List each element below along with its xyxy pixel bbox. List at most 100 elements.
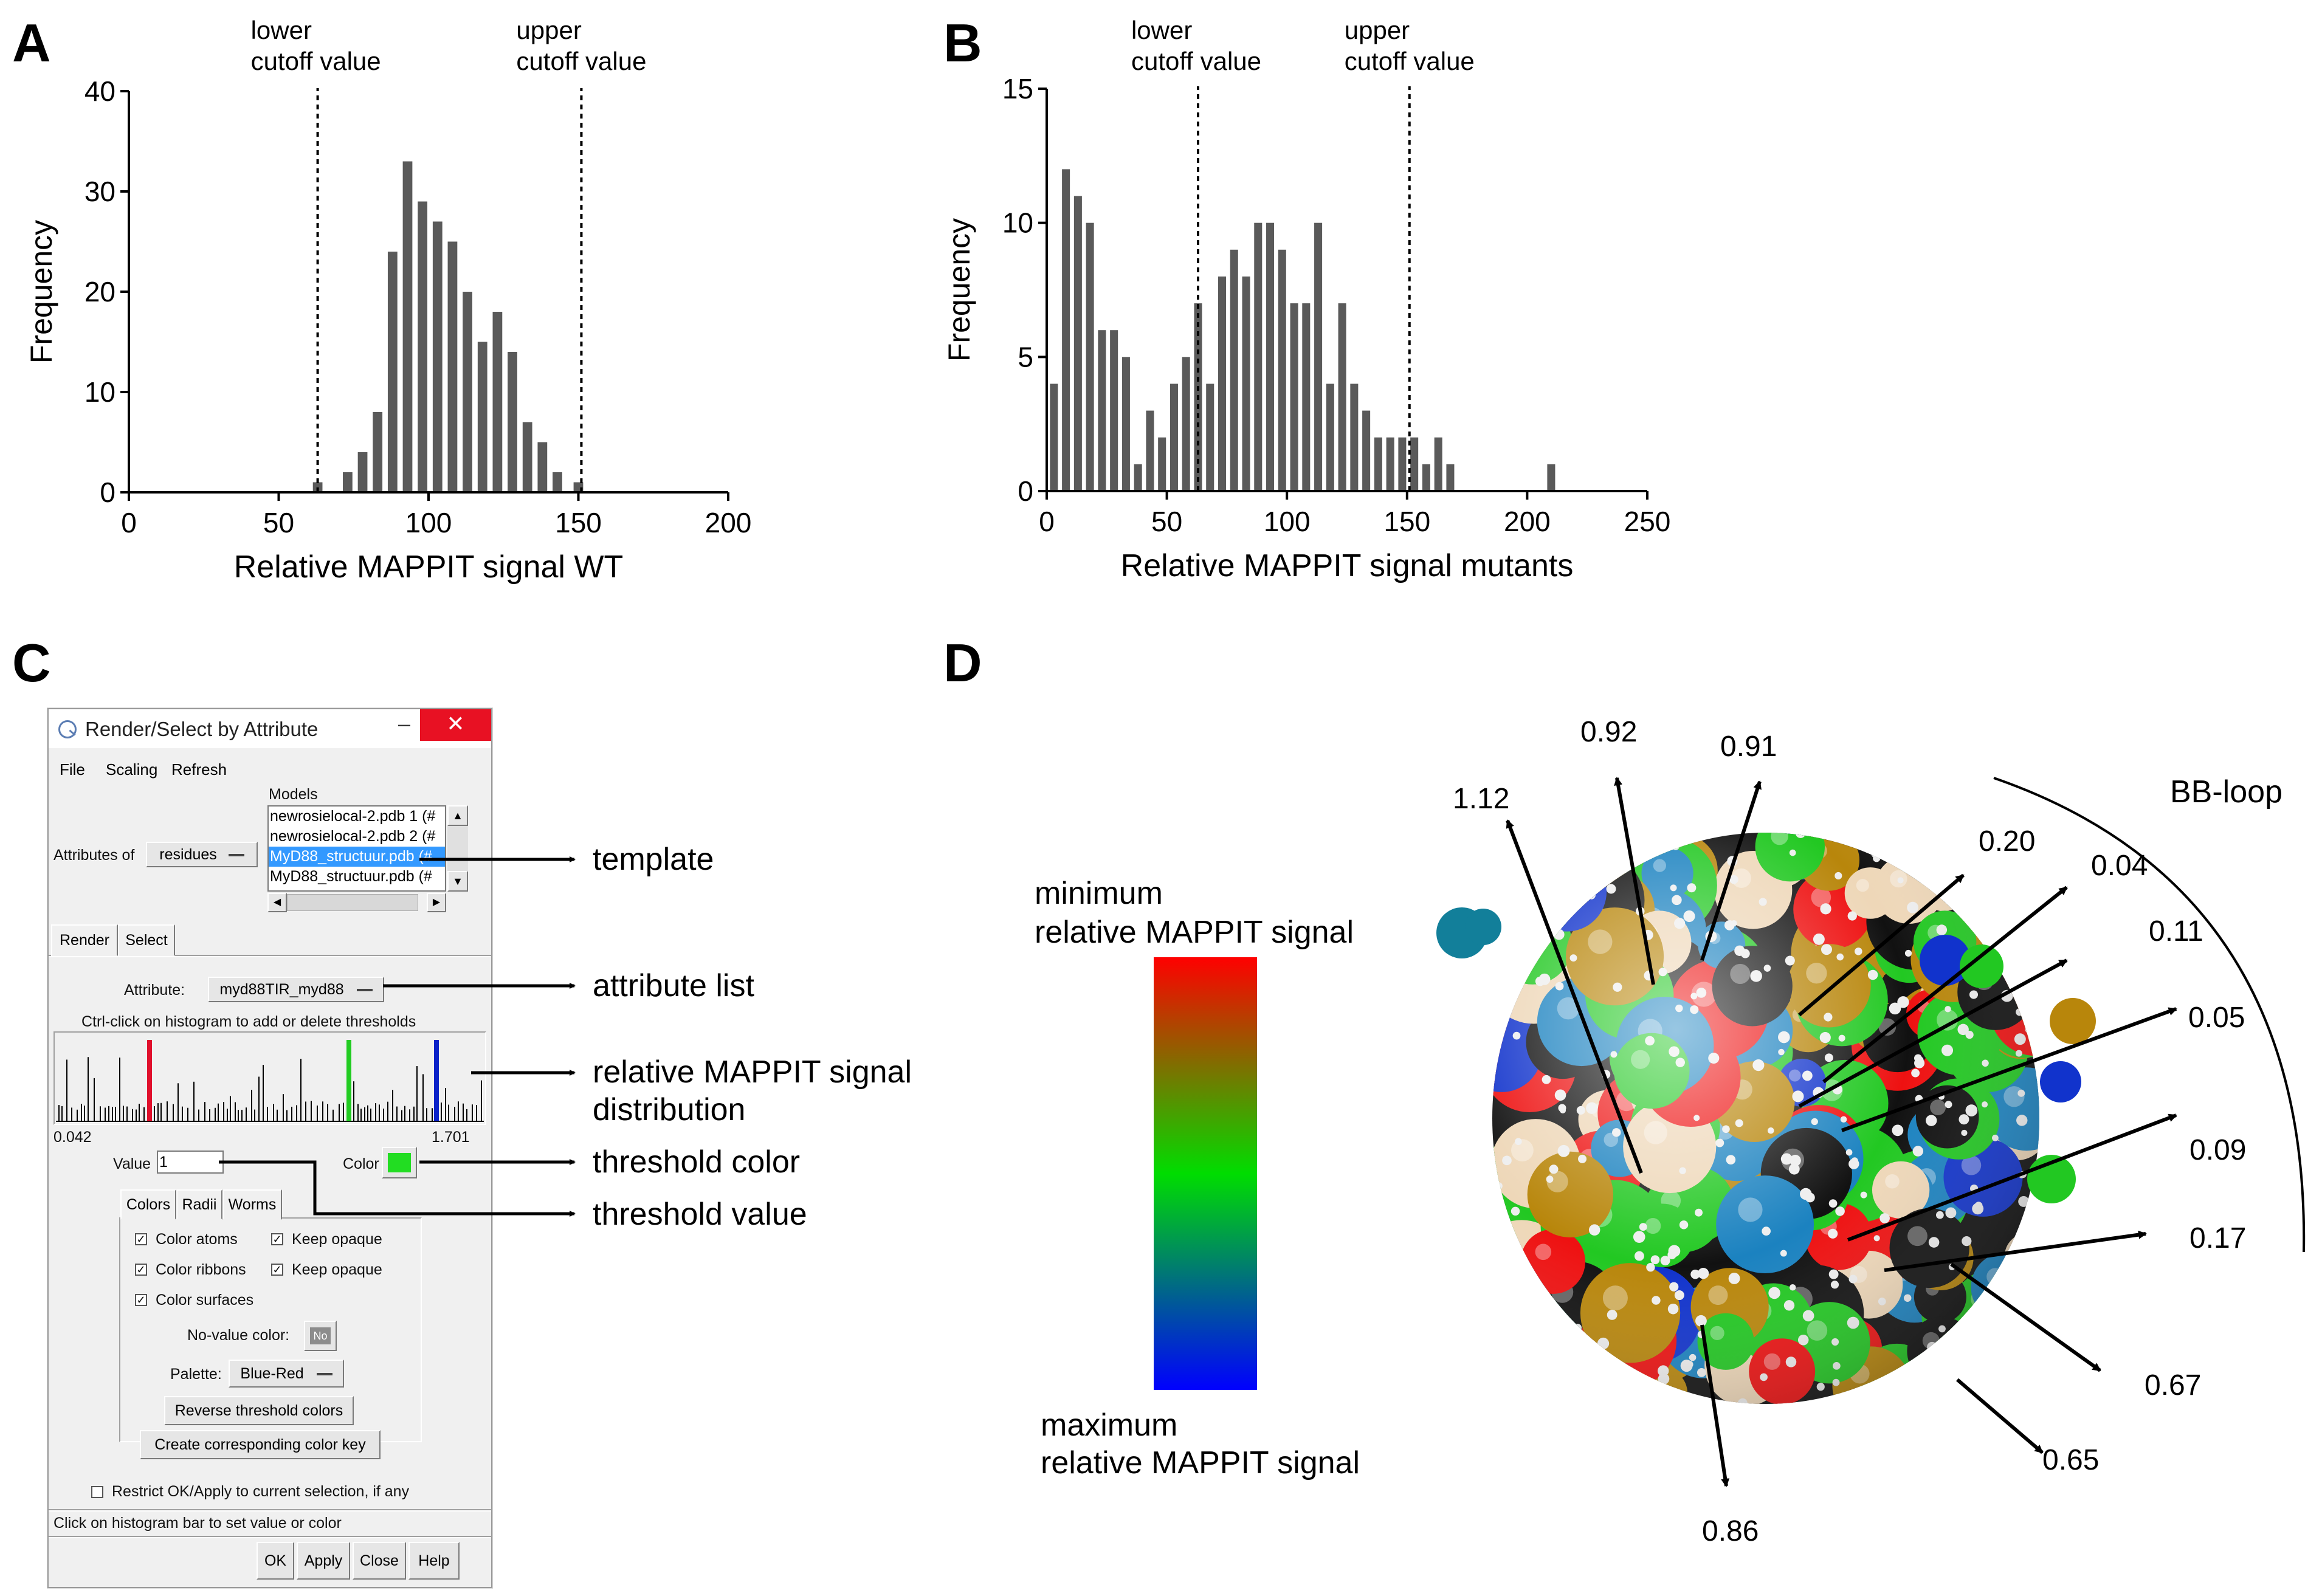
histogram-hint: Ctrl-click on histogram to add or delete…: [81, 1013, 416, 1030]
histogram-bar: [1121, 357, 1130, 491]
histogram-bin: [413, 1106, 415, 1121]
ok-button[interactable]: OK: [257, 1542, 294, 1580]
palette-menu[interactable]: Blue-Red: [229, 1360, 344, 1388]
create-color-key-button[interactable]: Create corresponding color key: [140, 1430, 381, 1459]
minimize-icon[interactable]: –: [398, 711, 411, 736]
histogram-bin: [136, 1109, 137, 1121]
y-tick-label: 10: [1002, 207, 1033, 239]
histogram-bin: [291, 1106, 292, 1121]
tab-radii[interactable]: Radii: [176, 1189, 222, 1220]
color-ribbons-checkbox[interactable]: ✓: [135, 1264, 147, 1276]
status-message: Click on histogram bar to set value or c…: [53, 1515, 342, 1532]
histogram-bar: [312, 482, 323, 492]
threshold-histogram[interactable]: [56, 1034, 484, 1123]
y-axis-label: Frequency: [24, 220, 58, 363]
color-surfaces-checkbox[interactable]: ✓: [135, 1294, 147, 1306]
histogram-bar: [402, 161, 413, 492]
menu-scaling[interactable]: Scaling: [106, 760, 158, 779]
y-tick-label: 20: [84, 276, 115, 308]
menu-file[interactable]: File: [60, 760, 85, 779]
render-select-dialog: Render/Select by Attribute – ☐ ✕ File Sc…: [47, 708, 492, 1588]
histogram-bin: [463, 1103, 464, 1121]
histogram-bin: [466, 1109, 467, 1121]
scroll-right-icon[interactable]: ▶: [427, 893, 446, 912]
scrollbar-track[interactable]: [447, 826, 468, 871]
attribute-list-annotation: attribute list: [593, 968, 754, 1003]
histogram-bin: [204, 1102, 205, 1121]
tab-worms[interactable]: Worms: [222, 1189, 282, 1220]
no-value-color-button[interactable]: No: [304, 1321, 337, 1351]
histogram-bin: [364, 1107, 365, 1121]
threshold-marker[interactable]: [147, 1040, 152, 1121]
help-button[interactable]: Help: [408, 1542, 460, 1580]
histogram-bin: [182, 1106, 183, 1121]
attribute-menu[interactable]: myd88TIR_myd88: [208, 977, 384, 1002]
distribution-annotation-line2: distribution: [593, 1092, 746, 1127]
apply-button[interactable]: Apply: [297, 1542, 350, 1580]
restrict-checkbox[interactable]: [91, 1486, 103, 1498]
menu-refresh[interactable]: Refresh: [171, 760, 227, 779]
scroll-up-icon[interactable]: ▲: [447, 805, 468, 826]
reverse-threshold-colors-button[interactable]: Reverse threshold colors: [164, 1396, 354, 1425]
histogram-bar: [1422, 464, 1430, 491]
histogram-bin: [81, 1104, 82, 1121]
model-item[interactable]: newrosielocal-2.pdb 1 (#: [270, 808, 436, 825]
keep-opaque-ribbons-checkbox[interactable]: ✓: [271, 1264, 283, 1276]
histogram-bar: [1410, 437, 1419, 491]
models-list[interactable]: newrosielocal-2.pdb 1 (# newrosielocal-2…: [267, 805, 446, 892]
histogram-bin: [123, 1106, 124, 1121]
value-label-0-92: 0.92: [1580, 716, 1637, 748]
model-item[interactable]: MyD88_structuur.pdb (#: [270, 868, 432, 885]
attributes-of-menu[interactable]: residues: [146, 842, 258, 867]
histogram-bin: [100, 1106, 101, 1121]
scroll-left-icon[interactable]: ◀: [267, 893, 287, 912]
dialog-titlebar[interactable]: Render/Select by Attribute – ☐ ✕: [49, 709, 491, 748]
histogram-bin: [105, 1107, 106, 1121]
hscrollbar-track[interactable]: [287, 894, 418, 911]
histogram-mutants: 0 50 100 150 200 250 0 5 10 15 Relative MAPPIT sig…: [942, 16, 1671, 583]
color-atoms-checkbox[interactable]: ✓: [135, 1233, 147, 1245]
threshold-marker[interactable]: [346, 1040, 351, 1121]
threshold-histogram-frame: [53, 1031, 486, 1125]
tab-select[interactable]: Select: [118, 924, 175, 956]
histogram-bin: [416, 1066, 418, 1121]
threshold-color-well[interactable]: [382, 1147, 417, 1178]
histogram-bar: [1278, 249, 1286, 491]
histogram-bin: [84, 1106, 85, 1121]
close-icon[interactable]: ✕: [420, 709, 491, 741]
tab-render[interactable]: Render: [51, 924, 118, 956]
value-label-0-11: 0.11: [2149, 915, 2203, 948]
close-button[interactable]: Close: [353, 1542, 406, 1580]
x-tick-label: 150: [1383, 506, 1430, 537]
histogram-bar: [463, 292, 472, 492]
panel-letter-b: B: [943, 13, 982, 73]
cutoff-label: lower: [251, 16, 312, 44]
tab-colors[interactable]: Colors: [120, 1189, 176, 1220]
value-label-0-17: 0.17: [2189, 1222, 2246, 1254]
histogram-bar: [1290, 303, 1298, 491]
histogram-bin: [311, 1101, 312, 1121]
scroll-down-icon[interactable]: ▼: [447, 871, 468, 892]
template-annotation: template: [593, 842, 714, 877]
threshold-marker[interactable]: [434, 1040, 439, 1121]
histogram-bin: [286, 1110, 288, 1121]
histogram-bin: [404, 1106, 405, 1121]
histogram-bar: [508, 352, 517, 492]
keep-opaque-atoms-checkbox[interactable]: ✓: [271, 1233, 283, 1245]
color-surfaces-label: Color surfaces: [156, 1292, 254, 1309]
histogram-bin: [454, 1107, 455, 1121]
models-label: Models: [269, 786, 318, 803]
histogram-bin: [215, 1107, 216, 1121]
histogram-bin: [61, 1106, 63, 1121]
model-item[interactable]: newrosielocal-2.pdb 2 (#: [270, 828, 436, 845]
value-label-0-65: 0.65: [2042, 1444, 2099, 1476]
value-label-0-20: 0.20: [1979, 825, 2035, 858]
x-tick-label: 250: [1624, 506, 1671, 537]
histogram-bar: [537, 442, 548, 492]
histogram-bin: [132, 1109, 133, 1121]
cutoff-label: lower: [1131, 16, 1192, 44]
histogram-bar: [1182, 357, 1190, 491]
menu-dash-icon: [356, 989, 373, 992]
model-item-selected[interactable]: MyD88_structuur.pdb (#: [269, 847, 445, 867]
value-input[interactable]: 1: [157, 1151, 224, 1174]
